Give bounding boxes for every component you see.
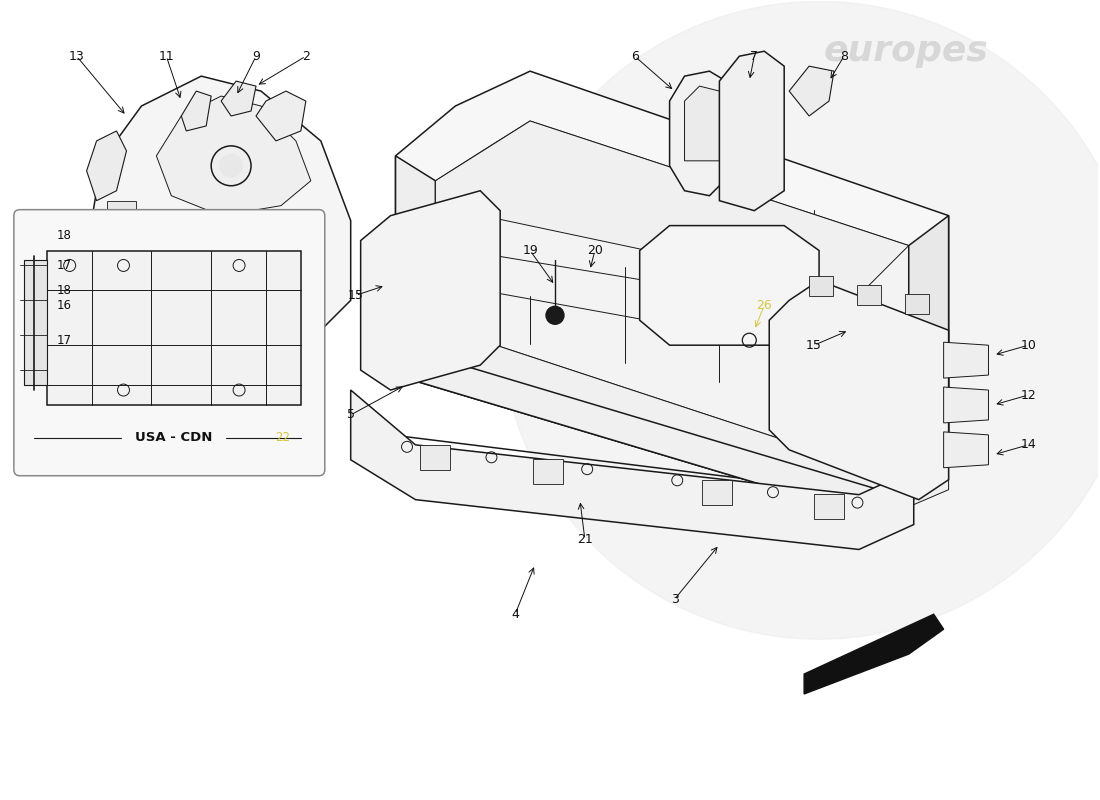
Circle shape	[219, 154, 243, 178]
Polygon shape	[719, 51, 784, 210]
FancyBboxPatch shape	[14, 210, 324, 476]
Polygon shape	[156, 96, 311, 216]
Text: 21: 21	[578, 533, 593, 546]
Polygon shape	[436, 121, 909, 295]
Polygon shape	[532, 459, 563, 484]
Polygon shape	[91, 76, 351, 365]
Polygon shape	[361, 190, 500, 390]
Text: 18: 18	[56, 229, 72, 242]
Text: 8: 8	[840, 50, 848, 62]
Polygon shape	[107, 201, 136, 235]
Polygon shape	[944, 387, 989, 423]
Text: 9: 9	[252, 50, 260, 62]
Polygon shape	[396, 156, 436, 345]
Text: 3: 3	[671, 593, 679, 606]
Text: 14: 14	[1021, 438, 1036, 451]
Polygon shape	[814, 494, 844, 519]
Text: 10: 10	[1021, 338, 1036, 352]
Text: 15: 15	[348, 289, 364, 302]
Polygon shape	[670, 71, 735, 196]
Polygon shape	[789, 66, 834, 116]
Polygon shape	[396, 345, 879, 519]
Text: 5: 5	[346, 409, 354, 422]
Polygon shape	[221, 81, 256, 116]
Text: 19: 19	[522, 244, 538, 257]
Text: 26: 26	[757, 299, 772, 312]
Text: 20: 20	[587, 244, 603, 257]
Text: 22: 22	[275, 431, 290, 444]
Polygon shape	[804, 614, 944, 694]
Polygon shape	[769, 281, 948, 500]
Polygon shape	[857, 286, 881, 306]
Text: 7: 7	[750, 50, 758, 62]
Polygon shape	[396, 326, 948, 519]
Polygon shape	[396, 71, 948, 490]
Text: 6: 6	[630, 50, 639, 62]
Text: 16: 16	[56, 299, 72, 312]
Polygon shape	[351, 390, 914, 550]
Text: 18: 18	[56, 284, 72, 297]
Polygon shape	[702, 480, 732, 505]
Text: 17: 17	[56, 334, 72, 346]
Text: a passion for parts since 1985: a passion for parts since 1985	[612, 368, 887, 472]
Polygon shape	[905, 294, 928, 314]
Text: 17: 17	[56, 259, 72, 272]
Circle shape	[500, 2, 1100, 639]
Text: europes: europes	[824, 34, 989, 68]
Polygon shape	[396, 345, 879, 519]
Polygon shape	[182, 91, 211, 131]
Polygon shape	[256, 91, 306, 141]
Text: 2: 2	[301, 50, 310, 62]
Polygon shape	[909, 216, 948, 440]
Text: USA - CDN: USA - CDN	[134, 431, 212, 444]
Text: 4: 4	[512, 608, 519, 621]
Polygon shape	[944, 432, 989, 468]
Text: 13: 13	[69, 50, 85, 62]
Text: 15: 15	[806, 338, 822, 352]
Polygon shape	[87, 131, 126, 201]
Circle shape	[546, 306, 564, 324]
Text: 12: 12	[1021, 389, 1036, 402]
Polygon shape	[24, 261, 47, 385]
Polygon shape	[111, 246, 146, 290]
Polygon shape	[810, 277, 833, 296]
Polygon shape	[436, 121, 909, 465]
Polygon shape	[420, 446, 450, 470]
Polygon shape	[640, 226, 820, 345]
Polygon shape	[684, 86, 719, 161]
Polygon shape	[944, 342, 989, 378]
Text: 11: 11	[158, 50, 174, 62]
Polygon shape	[47, 250, 301, 405]
